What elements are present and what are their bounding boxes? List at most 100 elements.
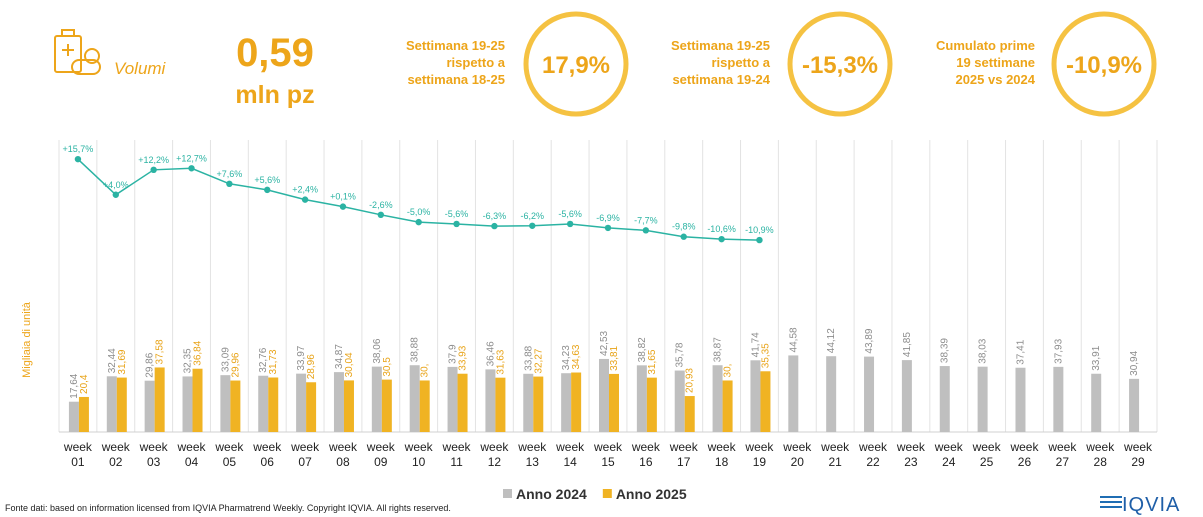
bar (977, 366, 988, 432)
logo-mark (1100, 496, 1122, 508)
value-label: 30, (723, 364, 734, 378)
value-label: 38,88 (410, 337, 421, 362)
bar (939, 366, 950, 432)
kpi-circle (1051, 11, 1157, 117)
bar (523, 373, 534, 432)
bar (154, 367, 165, 432)
kpi-label: settimana 19-24 (672, 72, 770, 87)
value-label: 17,64 (69, 373, 80, 398)
value-label: 32,27 (533, 348, 544, 373)
bar (447, 366, 458, 432)
bar (220, 375, 231, 432)
kpi-value: -15,3% (802, 52, 878, 79)
bar (68, 401, 79, 432)
growth-label: +12,2% (138, 155, 169, 165)
growth-label: -9,8% (672, 222, 696, 232)
kpi-label: Cumulato prime (936, 38, 1035, 53)
value-label: 32,44 (107, 348, 118, 373)
bar (333, 372, 344, 432)
value-label: 31,63 (495, 349, 506, 374)
growth-label: -6,2% (521, 211, 545, 221)
growth-line (77, 158, 760, 241)
growth-point (301, 196, 309, 203)
x-tick-label: week 13 (518, 440, 547, 469)
x-tick-label: week 11 (442, 440, 471, 469)
value-label: 36,84 (193, 340, 204, 365)
growth-point (377, 211, 385, 219)
bar (106, 376, 117, 432)
x-tick-label: week 04 (177, 440, 206, 469)
bar (674, 370, 685, 432)
value-label: 33,09 (220, 347, 231, 372)
bar (788, 355, 799, 432)
kpi-value: 17,9% (542, 52, 610, 79)
growth-point (680, 233, 687, 240)
value-label: 38,82 (637, 337, 648, 362)
value-label: 37,58 (155, 339, 166, 364)
value-label: 30,5 (382, 357, 393, 377)
bar (296, 373, 307, 432)
bar (495, 377, 506, 432)
bar (258, 375, 269, 432)
value-label: 41,85 (902, 332, 913, 357)
x-tick-label: week 25 (972, 440, 1001, 469)
kpi-label: Settimana 19-25 (671, 38, 770, 53)
x-tick-label: week 06 (253, 440, 282, 469)
value-label: 31,73 (268, 349, 279, 374)
x-tick-label: week 29 (1124, 440, 1153, 469)
x-tick-label: week 02 (101, 440, 130, 469)
value-label: 33,97 (296, 345, 307, 370)
growth-label: -10,9% (745, 225, 774, 235)
bar (116, 377, 127, 432)
value-label: 30,94 (1129, 350, 1140, 375)
growth-point (756, 236, 763, 244)
kpi-label: rispetto a (711, 55, 770, 70)
kpi-circle (523, 11, 629, 117)
value-label: 30, (420, 364, 431, 378)
value-label: 43,89 (864, 328, 875, 353)
bar (712, 365, 723, 432)
x-tick-label: week 23 (896, 440, 925, 469)
bar (684, 396, 695, 432)
growth-label: -6,9% (596, 213, 620, 223)
volume: 0,59 (236, 31, 314, 75)
bar (750, 360, 761, 432)
growth-point (453, 220, 460, 228)
growth-label: -5,6% (445, 209, 469, 219)
value-label: 30,04 (344, 352, 355, 377)
kpi-circle (787, 11, 893, 117)
x-tick-label: week 14 (556, 440, 585, 469)
growth-point (150, 166, 157, 174)
growth-label: +2,4% (292, 185, 318, 195)
x-tick-label: week 24 (934, 440, 963, 469)
value-label: 28,96 (306, 354, 317, 379)
value-label: 34,23 (561, 345, 572, 370)
bar (419, 380, 430, 432)
value-label: 32,35 (183, 348, 194, 373)
bar (561, 373, 572, 432)
value-label: 33,93 (458, 345, 469, 370)
value-label: 20,93 (685, 368, 696, 393)
x-tick-label: week 26 (1010, 440, 1039, 469)
value-label: 41,74 (750, 332, 761, 357)
value-label: 32,76 (258, 347, 269, 372)
bar (381, 379, 392, 432)
x-tick-label: week 27 (1048, 440, 1077, 469)
x-tick-label: week 20 (783, 440, 812, 469)
bar (306, 382, 317, 432)
value-label: 29,96 (230, 352, 241, 377)
value-label: 37,41 (1015, 339, 1026, 364)
value-label: 33,81 (609, 345, 620, 370)
x-tick-label: week 18 (707, 440, 736, 469)
growth-label: -7,7% (634, 215, 658, 225)
growth-label: +15,7% (63, 144, 94, 154)
bar (371, 366, 382, 432)
bar (599, 358, 609, 432)
value-label: 44,58 (788, 327, 799, 352)
growth-label: -10,6% (707, 224, 736, 234)
x-tick-label: week 05 (215, 440, 244, 469)
icon (54, 29, 101, 75)
x-tick-label: week 07 (291, 440, 320, 469)
bar (571, 372, 582, 432)
x-tick-label: week 28 (1086, 440, 1115, 469)
